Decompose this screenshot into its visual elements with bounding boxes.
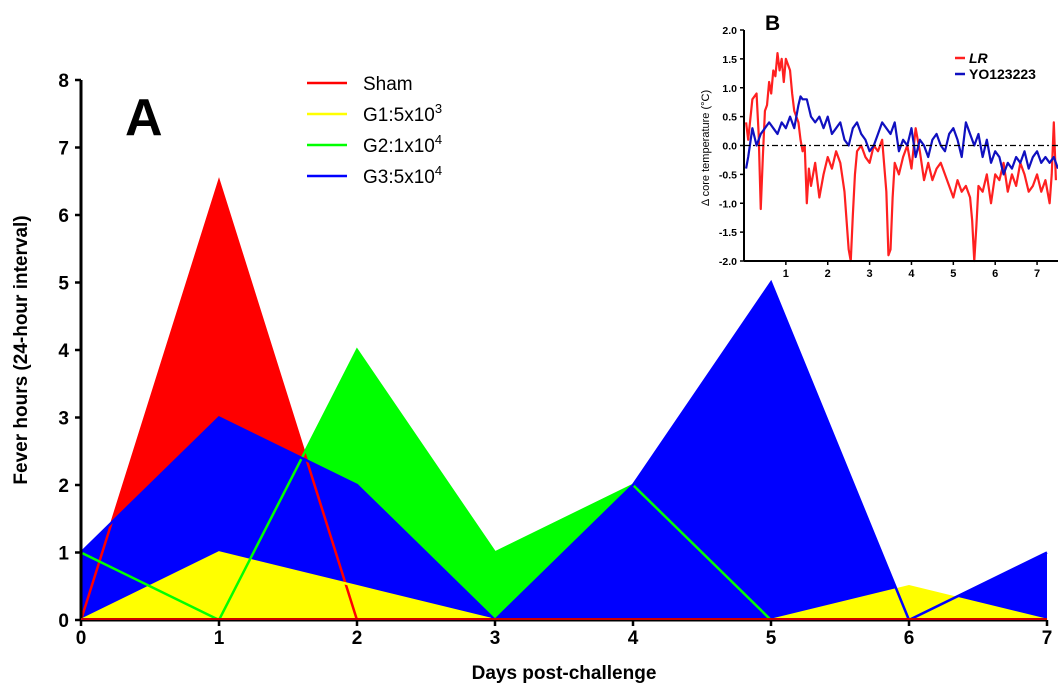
inset-y-tick-label: -1.5 (719, 227, 737, 239)
area-g1-5x10-3 (81, 552, 1047, 620)
x-tick-label: 2 (352, 628, 363, 649)
x-tick-label: 4 (628, 628, 639, 649)
x-tick-label: 3 (490, 628, 501, 649)
inset-y-axis-label: Δ core temperature (°C) (700, 90, 712, 206)
inset-x-tick-label: 1 (783, 268, 789, 280)
x-axis-label: Days post-challenge (472, 663, 657, 684)
legend: Sham G1:5x103 G2:1x104 G3:5x104 (307, 74, 442, 188)
y-tick-label: 6 (58, 206, 69, 227)
inset-line-yo123223 (745, 95, 1058, 176)
x-tick-label: 5 (766, 628, 777, 649)
y-tick-label: 8 (58, 71, 69, 92)
inset-x-tick-label: 5 (950, 268, 956, 280)
legend-label-g1-5x10-3: G1:5x103 (363, 101, 442, 126)
axes-b: -2.0 -1.5 -1.0 -0.5 0.0 0.5 1.0 1.5 2.0 1 2 3 4 5 6 7 (719, 25, 1058, 280)
inset-x-tick-label: 3 (867, 268, 873, 280)
panel-b-label: B (765, 12, 780, 35)
inset-x-tick-label: 6 (992, 268, 998, 280)
x-tick-label: 6 (904, 628, 915, 649)
y-tick-label: 5 (58, 274, 69, 295)
inset-y-tick-label: -1.0 (719, 198, 737, 210)
inset-y-tick-label: 1.5 (722, 54, 737, 66)
y-tick-label: 3 (58, 409, 69, 430)
inset-x-tick-label: 4 (908, 268, 915, 280)
x-tick-label: 7 (1042, 628, 1053, 649)
inset-x-tick-label: 7 (1034, 268, 1040, 280)
x-tick-label: 1 (214, 628, 225, 649)
inset-y-tick-label: 2.0 (722, 25, 737, 37)
y-tick-label: 0 (58, 611, 69, 632)
inset-y-tick-label: 0.5 (722, 112, 737, 124)
y-tick-label: 1 (58, 544, 69, 565)
inset-y-tick-label: 0.0 (722, 141, 737, 153)
inset-legend-label-yo123223: YO123223 (969, 66, 1036, 82)
y-tick-label: 7 (58, 139, 69, 160)
inset-y-tick-label: -0.5 (719, 169, 737, 181)
y-axis-label: Fever hours (24-hour interval) (11, 215, 32, 484)
line-g3-5x10-4 (80, 279, 1048, 622)
axes-a: 0 1 2 3 4 5 6 7 0 1 2 3 4 5 6 7 8 (58, 71, 1052, 649)
inset-legend-label-lr: LR (969, 50, 989, 66)
panel-b-inset: -2.0 -1.5 -1.0 -0.5 0.0 0.5 1.0 1.5 2.0 1 2 3 4 5 6 7 B… (700, 12, 1058, 280)
y-tick-label: 2 (58, 476, 69, 497)
x-tick-label: 0 (76, 628, 87, 649)
inset-y-tick-label: 1.0 (722, 83, 737, 95)
y-tick-label: 4 (58, 341, 69, 362)
panel-a-label: A (125, 89, 163, 147)
legend-label-g3-5x10-4: G3:5x104 (363, 163, 442, 188)
inset-y-tick-label: -2.0 (719, 256, 737, 268)
legend-label-sham: Sham (363, 74, 413, 95)
legend-label-g2-1x10-4: G2:1x104 (363, 132, 442, 157)
inset-x-tick-label: 2 (825, 268, 831, 280)
